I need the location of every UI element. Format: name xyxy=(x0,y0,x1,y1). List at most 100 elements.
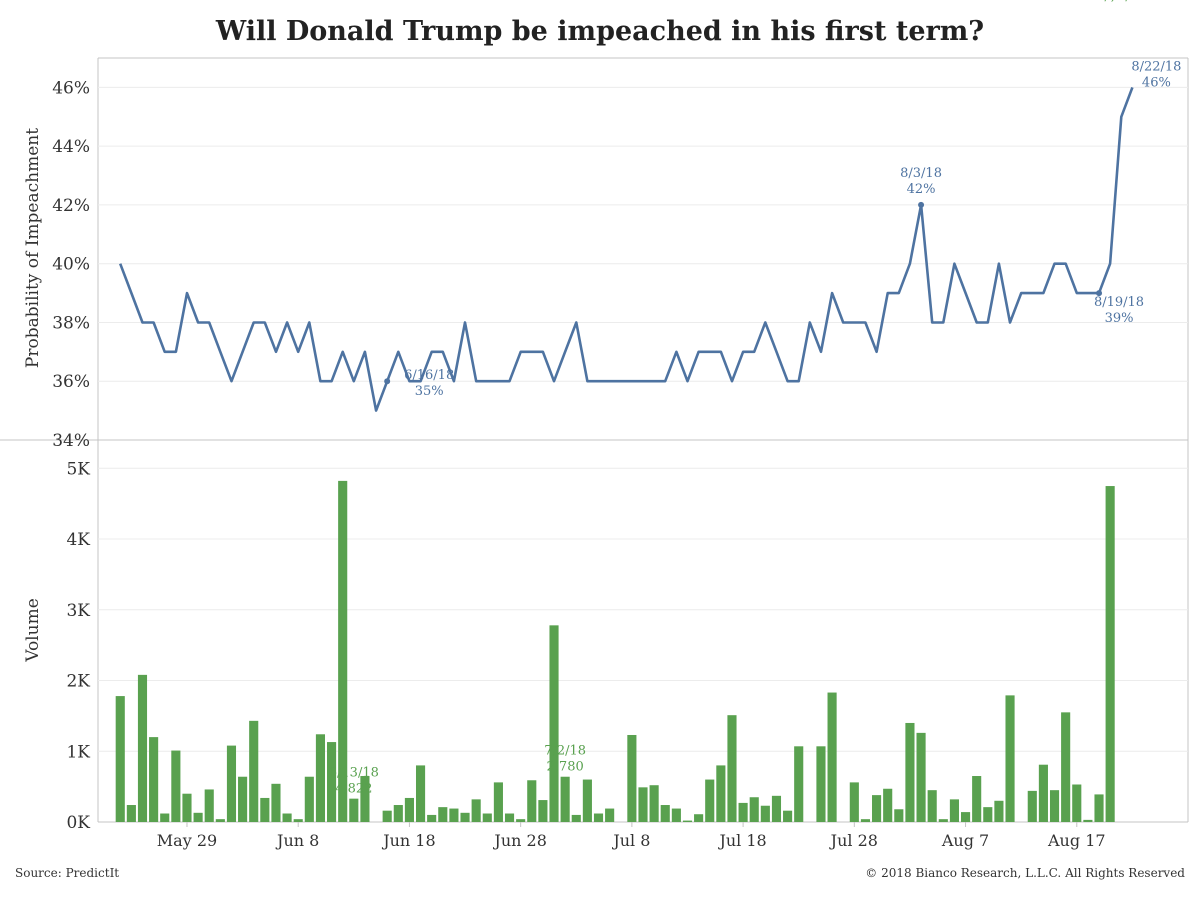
volume-bar xyxy=(393,805,403,822)
volume-bar xyxy=(338,480,348,822)
volume-bar xyxy=(182,793,192,822)
volume-bar xyxy=(427,814,437,822)
volume-bar xyxy=(816,746,826,822)
x-tick-label: Jul 18 xyxy=(717,831,766,850)
probability-y-tick-label: 44% xyxy=(52,137,90,157)
volume-bar xyxy=(883,788,893,822)
x-tick-label: Jul 8 xyxy=(611,831,650,850)
probability-annotation-date: 8/3/18 xyxy=(900,166,942,181)
probability-annotation-date: 8/22/18 xyxy=(1131,59,1181,74)
volume-bar xyxy=(705,779,715,822)
date-x-ticks: May 29 Jun 8 Jun 18 Jun 28 Jul 8 Jul 18 Jul 28… xyxy=(157,822,1106,850)
volume-bar xyxy=(1083,819,1093,822)
volume-y-tick-label: 3K xyxy=(66,601,90,621)
volume-bar xyxy=(560,776,570,822)
volume-bar xyxy=(449,808,459,822)
volume-bar xyxy=(382,810,392,822)
volume-bar xyxy=(438,807,448,822)
probability-marker xyxy=(384,378,391,385)
volume-bar xyxy=(860,819,871,822)
volume-bar xyxy=(171,750,181,822)
volume-bar xyxy=(582,779,592,822)
volume-bar xyxy=(516,819,526,822)
volume-bar xyxy=(360,776,370,822)
volume-bar xyxy=(482,813,492,822)
volume-bar xyxy=(1072,784,1082,822)
volume-bar xyxy=(549,625,559,822)
volume-y-tick-label: 0K xyxy=(66,813,90,833)
volume-bar xyxy=(905,722,915,822)
volume-bar xyxy=(593,813,604,822)
volume-bar xyxy=(493,782,503,822)
volume-bar xyxy=(716,765,726,822)
x-tick-label: Aug 17 xyxy=(1047,831,1106,850)
volume-annotation-date: 7/2/18 xyxy=(544,744,586,759)
volume-annotation-date: 8/21/18 xyxy=(1096,0,1146,4)
probability-annotation-value: 35% xyxy=(415,384,444,399)
volume-y-tick-label: 4K xyxy=(66,530,90,550)
probability-marker xyxy=(1096,290,1103,297)
volume-bar xyxy=(349,798,359,822)
volume-bar xyxy=(682,820,693,822)
volume-bar xyxy=(315,734,326,822)
volume-bar xyxy=(571,814,581,822)
volume-bar xyxy=(671,808,681,822)
x-tick-label: Jun 28 xyxy=(492,831,546,850)
volume-bar xyxy=(137,674,148,822)
volume-bar xyxy=(994,800,1004,822)
volume-bar xyxy=(694,814,704,822)
probability-y-tick-label: 46% xyxy=(52,78,90,98)
volume-annotation-value: 2,780 xyxy=(547,760,584,775)
volume-bar xyxy=(215,819,225,822)
volume-gridlines xyxy=(98,467,1188,752)
probability-axis-title: Probability of Impeachment xyxy=(23,128,43,368)
volume-bar xyxy=(872,795,882,822)
volume-bar xyxy=(126,805,136,822)
probability-annotation-value: 39% xyxy=(1105,311,1134,326)
volume-bar xyxy=(327,742,337,822)
probability-annotation-date: 6/16/18 xyxy=(404,368,454,383)
volume-bar xyxy=(538,800,548,822)
volume-bar xyxy=(771,795,782,822)
volume-bar xyxy=(849,782,859,822)
volume-bars xyxy=(115,480,1115,822)
probability-y-tick-label: 42% xyxy=(52,196,90,216)
volume-annotation-date: 6/13/18 xyxy=(329,766,379,781)
probability-annotation-date: 8/19/18 xyxy=(1094,295,1144,310)
volume-bar xyxy=(293,819,303,822)
probability-series xyxy=(118,86,1134,412)
probability-annotation-value: 46% xyxy=(1142,75,1171,90)
probability-y-tick-label: 36% xyxy=(52,372,90,392)
probability-marker xyxy=(918,201,925,208)
volume-bar xyxy=(249,720,259,822)
volume-bar xyxy=(1049,790,1060,822)
x-tick-label: Jul 28 xyxy=(829,831,878,850)
volume-bar xyxy=(260,797,270,822)
volume-bar xyxy=(638,787,648,822)
volume-bar xyxy=(1027,790,1037,822)
volume-bar xyxy=(916,732,926,822)
source-note: Source: PredictIt xyxy=(15,866,120,880)
volume-bar xyxy=(160,813,170,822)
probability-y-tick-label: 40% xyxy=(52,255,90,275)
volume-bar xyxy=(727,715,737,822)
volume-bar xyxy=(972,776,982,822)
volume-bar xyxy=(504,813,515,822)
volume-bar xyxy=(894,809,904,822)
volume-bar xyxy=(193,812,203,822)
volume-annotation-value: 4,749 xyxy=(1103,0,1140,4)
volume-bar xyxy=(204,789,214,822)
probability-gridlines xyxy=(98,86,1188,382)
x-tick-label: Jun 18 xyxy=(381,831,435,850)
volume-bar xyxy=(149,737,159,822)
probability-line xyxy=(118,86,1134,412)
volume-bar xyxy=(415,765,426,822)
volume-axis-title: Volume xyxy=(23,598,43,663)
volume-bar xyxy=(1005,695,1015,822)
probability-y-tick-label: 38% xyxy=(52,313,90,333)
volume-bar xyxy=(226,745,237,822)
volume-bar xyxy=(627,734,637,822)
x-tick-label: May 29 xyxy=(157,831,217,850)
volume-bar xyxy=(460,812,470,822)
